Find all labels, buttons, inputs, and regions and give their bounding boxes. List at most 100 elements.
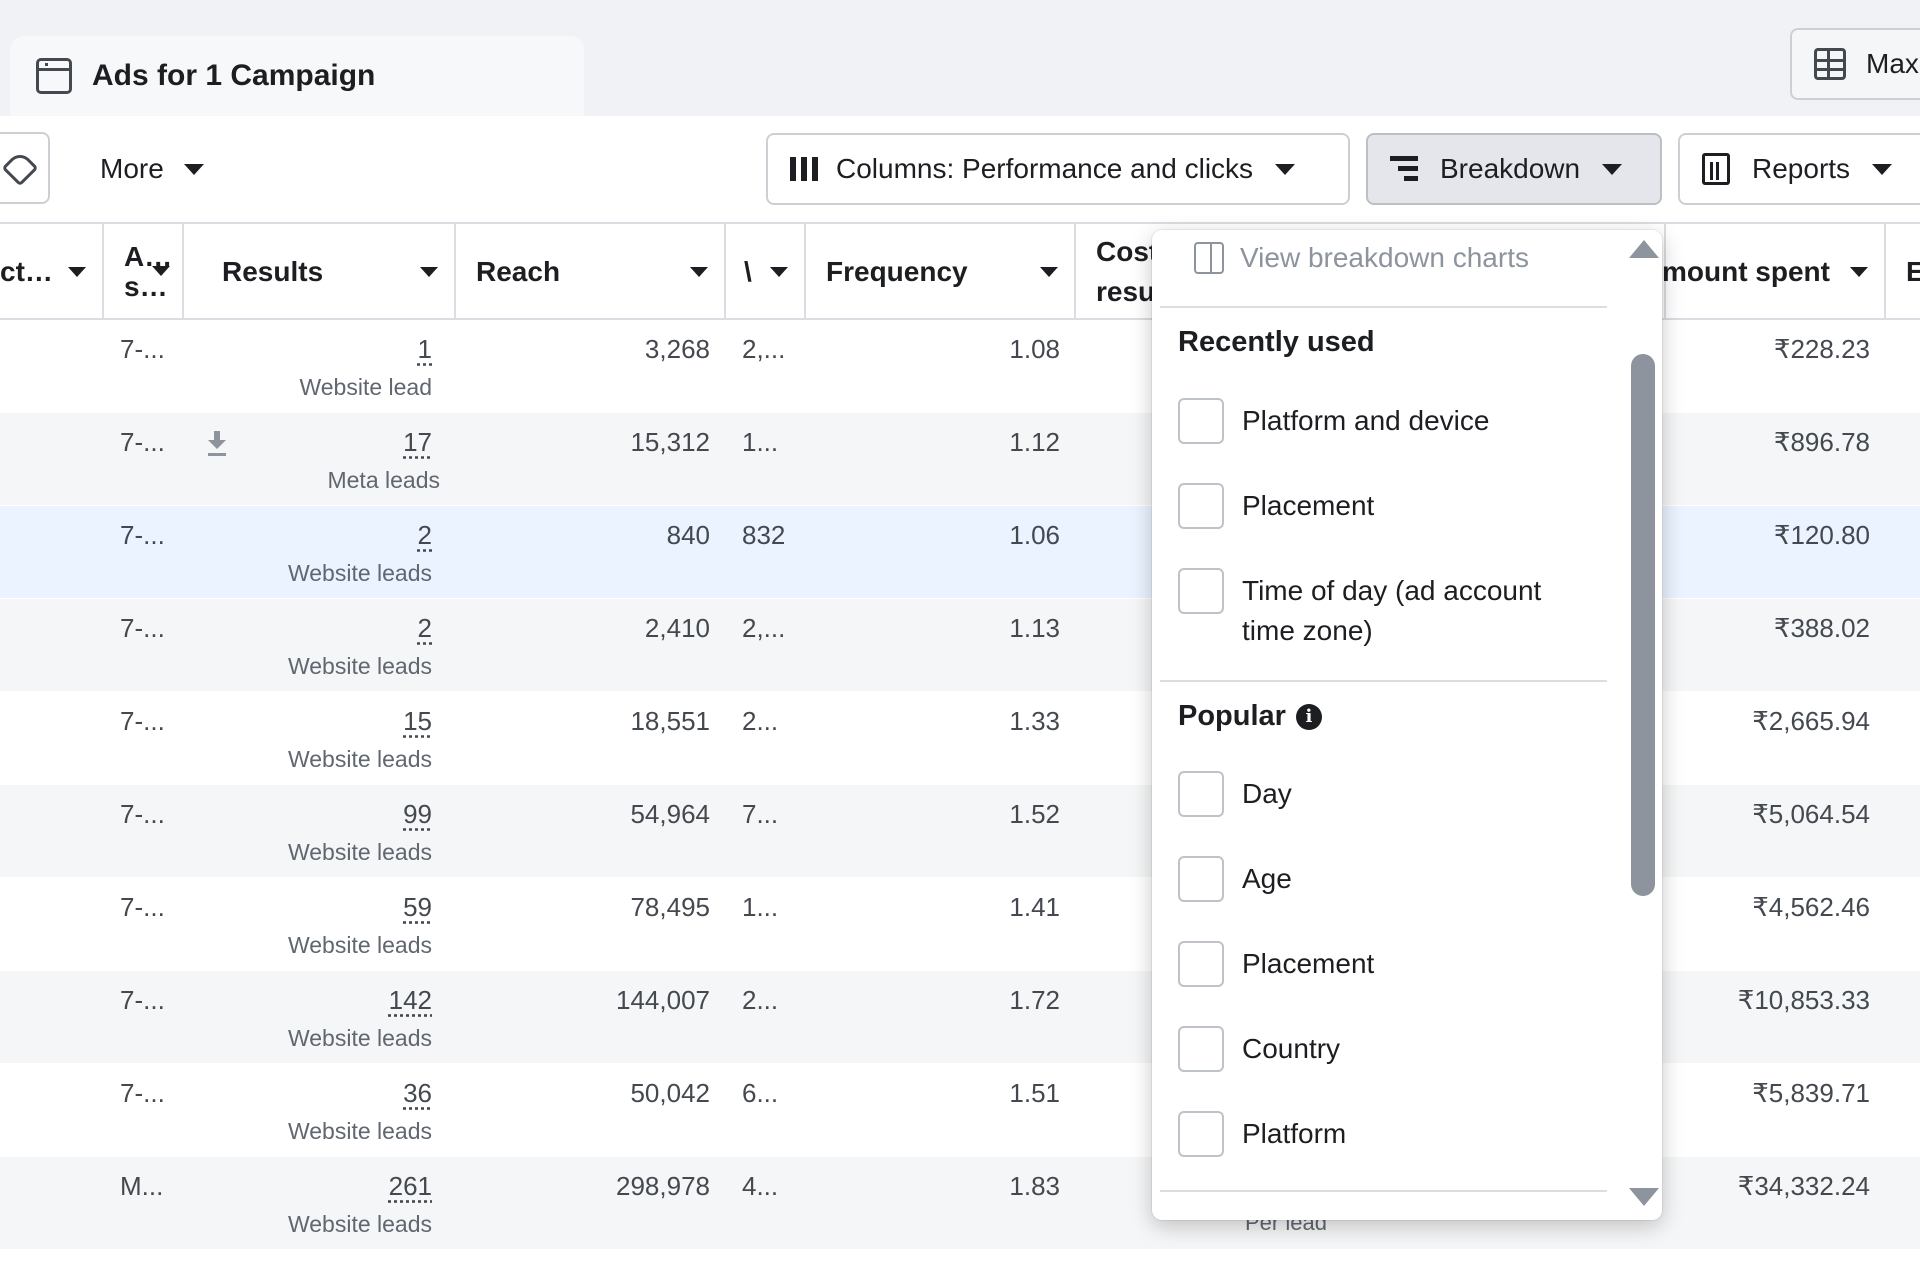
results-value: 261: [388, 1171, 432, 1201]
menu-divider: [1160, 680, 1607, 682]
max-view-button[interactable]: Max: [1790, 28, 1920, 100]
results-value: 2: [417, 613, 432, 643]
checkbox[interactable]: [1178, 771, 1224, 817]
column-header-results[interactable]: Results: [184, 224, 456, 320]
results-value: 17: [403, 427, 432, 457]
amount-spent-cell: ₹2,665.94: [1752, 706, 1870, 736]
checkbox[interactable]: [1178, 1026, 1224, 1072]
column-header-extra[interactable]: E: [1886, 224, 1920, 320]
checkbox[interactable]: [1178, 941, 1224, 987]
results-cell: 261 Website leads: [184, 1157, 432, 1249]
option-platform-and-device[interactable]: Platform and device: [1178, 398, 1582, 444]
more-button[interactable]: More: [100, 148, 204, 190]
amount-spent-cell: ₹896.78: [1773, 427, 1870, 457]
attribution-cell: 7-...: [120, 334, 165, 364]
option-label: Placement: [1242, 490, 1375, 521]
reach-cell: 2,410: [644, 613, 710, 643]
reach-cell: 50,042: [630, 1078, 710, 1108]
frequency-cell: 1.06: [1009, 520, 1060, 550]
result-type: Website leads: [287, 839, 432, 865]
results-cell: 2 Website leads: [184, 506, 432, 598]
impressions-cell: 7...: [742, 799, 779, 829]
breakdown-menu: View breakdown charts Recently used Plat…: [1152, 230, 1662, 1220]
option-placement-recent[interactable]: Placement: [1178, 483, 1582, 529]
result-type: Website leads: [287, 1211, 432, 1237]
results-value: 2: [417, 520, 432, 550]
results-value: 15: [403, 706, 432, 736]
top-band: [0, 0, 1920, 12]
scroll-down-arrow-icon[interactable]: [1629, 1188, 1659, 1206]
columns-icon: [790, 157, 818, 181]
column-header-amount-spent[interactable]: mount spent: [1640, 224, 1886, 320]
info-icon[interactable]: i: [1295, 703, 1322, 730]
sort-caret-icon: [770, 267, 788, 277]
menu-divider: [1160, 1190, 1607, 1192]
checkbox[interactable]: [1178, 856, 1224, 902]
download-icon[interactable]: [208, 431, 226, 453]
reports-button[interactable]: Reports: [1678, 133, 1920, 205]
attribution-cell: 7-...: [120, 1078, 165, 1108]
campaign-ads-tab[interactable]: Ads for 1 Campaign: [10, 36, 584, 116]
checkbox[interactable]: [1178, 1111, 1224, 1157]
amount-spent-cell: ₹34,332.24: [1737, 1171, 1870, 1201]
checkbox[interactable]: [1178, 483, 1224, 529]
amount-spent-cell: ₹388.02: [1773, 613, 1870, 643]
checkbox[interactable]: [1178, 568, 1224, 614]
result-type: Website leads: [287, 1025, 432, 1051]
column-header-attribution[interactable]: A… s…: [104, 224, 184, 320]
chart-panel-icon: [1194, 242, 1224, 274]
sort-caret-icon: [1040, 267, 1058, 277]
view-breakdown-charts-item[interactable]: View breakdown charts: [1194, 238, 1529, 278]
results-value: 59: [403, 892, 432, 922]
impressions-cell: 2,...: [742, 334, 786, 364]
frequency-cell: 1.72: [1009, 985, 1060, 1015]
results-cell: 36 Website leads: [184, 1064, 432, 1156]
tag-button[interactable]: [0, 132, 50, 204]
reach-cell: 18,551: [630, 706, 710, 736]
option-label: Platform: [1242, 1118, 1347, 1149]
toolbar: More Columns: Performance and clicks Bre…: [0, 116, 1920, 222]
column-header-status[interactable]: ct…: [0, 224, 104, 320]
frequency-cell: 1.83: [1009, 1171, 1060, 1201]
results-cell: 2 Website leads: [184, 599, 432, 691]
scroll-up-arrow-icon[interactable]: [1629, 240, 1659, 258]
frequency-cell: 1.52: [1009, 799, 1060, 829]
reach-cell: 3,268: [644, 334, 710, 364]
impressions-cell: 2...: [742, 706, 779, 736]
amount-spent-cell: ₹5,064.54: [1752, 799, 1870, 829]
impressions-cell: 1...: [742, 892, 779, 922]
results-cell: 1 Website lead: [184, 320, 432, 412]
option-country[interactable]: Country: [1178, 1026, 1582, 1072]
frequency-cell: 1.41: [1009, 892, 1060, 922]
column-header-cost-per-result[interactable]: Cost resu: [1076, 224, 1666, 320]
menu-scrollbar[interactable]: [1617, 230, 1662, 1220]
sort-caret-icon: [1850, 267, 1868, 277]
option-placement[interactable]: Placement: [1178, 941, 1582, 987]
column-header-frequency[interactable]: Frequency: [806, 224, 1076, 320]
column-header-impressions[interactable]: \: [726, 224, 806, 320]
checkbox[interactable]: [1178, 398, 1224, 444]
column-label: Results: [222, 256, 324, 287]
amount-spent-cell: ₹5,839.71: [1752, 1078, 1870, 1108]
amount-spent-cell: ₹120.80: [1773, 520, 1870, 550]
option-label: Time of day (ad account time zone): [1242, 575, 1542, 646]
column-header-reach[interactable]: Reach: [456, 224, 726, 320]
sort-caret-icon: [420, 267, 438, 277]
option-label: Age: [1242, 863, 1292, 894]
option-label: Country: [1242, 1033, 1341, 1064]
result-type: Website leads: [287, 560, 432, 586]
attribution-cell: 7-...: [120, 427, 165, 457]
option-age[interactable]: Age: [1178, 856, 1582, 902]
option-day[interactable]: Day: [1178, 771, 1582, 817]
breakdown-button[interactable]: Breakdown: [1366, 133, 1662, 205]
scroll-thumb[interactable]: [1631, 354, 1655, 896]
column-label: Reach: [476, 256, 561, 287]
attribution-cell: 7-...: [120, 613, 165, 643]
columns-button[interactable]: Columns: Performance and clicks: [766, 133, 1350, 205]
breakdown-menu-list: View breakdown charts Recently used Plat…: [1152, 230, 1617, 1220]
amount-spent-cell: ₹4,562.46: [1752, 892, 1870, 922]
option-platform[interactable]: Platform: [1178, 1111, 1582, 1157]
frequency-cell: 1.33: [1009, 706, 1060, 736]
option-time-of-day[interactable]: Time of day (ad account time zone): [1178, 568, 1582, 651]
more-label: More: [100, 153, 164, 184]
